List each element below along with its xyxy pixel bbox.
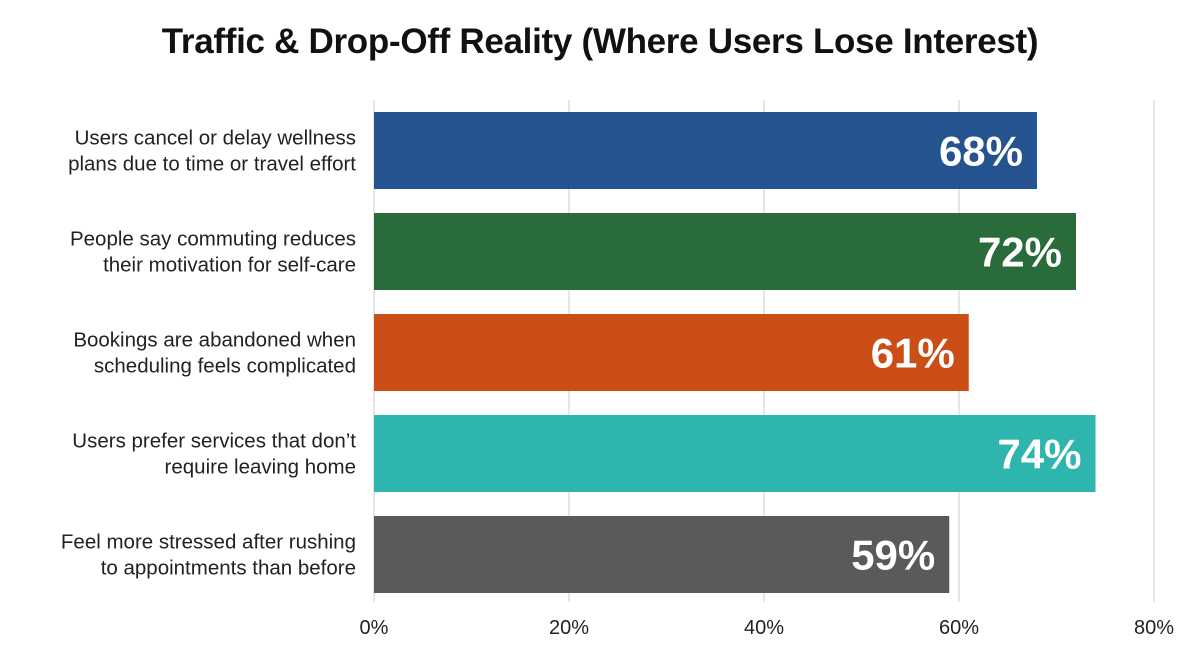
bar — [374, 112, 1037, 189]
x-tick-label: 0% — [360, 617, 389, 639]
bars — [374, 112, 1096, 593]
bar — [374, 213, 1076, 290]
bar-value-label: 59% — [851, 532, 935, 579]
bar-value-label: 72% — [978, 229, 1062, 276]
category-label: Bookings are abandoned when — [73, 329, 356, 352]
bar-value-label: 61% — [871, 330, 955, 377]
category-label: require leaving home — [165, 456, 356, 479]
category-label: People say commuting reduces — [70, 228, 356, 251]
category-labels: Users cancel or delay wellness plans due … — [61, 127, 356, 580]
bar — [374, 415, 1096, 492]
category-label: Feel more stressed after rushing — [61, 531, 356, 554]
category-label: their motivation for self-care — [103, 254, 356, 277]
bar-value-label: 74% — [997, 431, 1081, 478]
x-tick-label: 20% — [549, 617, 589, 639]
category-label: Users prefer services that don’t — [72, 430, 356, 453]
bar — [374, 314, 969, 391]
bar-value-label: 68% — [939, 128, 1023, 175]
chart-title: Traffic & Drop-Off Reality (Where Users … — [161, 22, 1039, 61]
x-tick-label: 40% — [744, 617, 784, 639]
x-tick-label: 80% — [1134, 617, 1174, 639]
category-label: scheduling feels complicated — [94, 355, 356, 378]
category-label: Users cancel or delay wellness — [75, 127, 356, 150]
category-label: plans due to time or travel effort — [68, 153, 356, 176]
x-tick-label: 60% — [939, 617, 979, 639]
value-labels: 68% 72% 61% 74% 59% — [851, 128, 1081, 579]
bar — [374, 516, 950, 593]
x-axis-ticks: 0% 20% 40% 60% 80% — [360, 617, 1175, 639]
category-label: to appointments than before — [101, 557, 356, 580]
